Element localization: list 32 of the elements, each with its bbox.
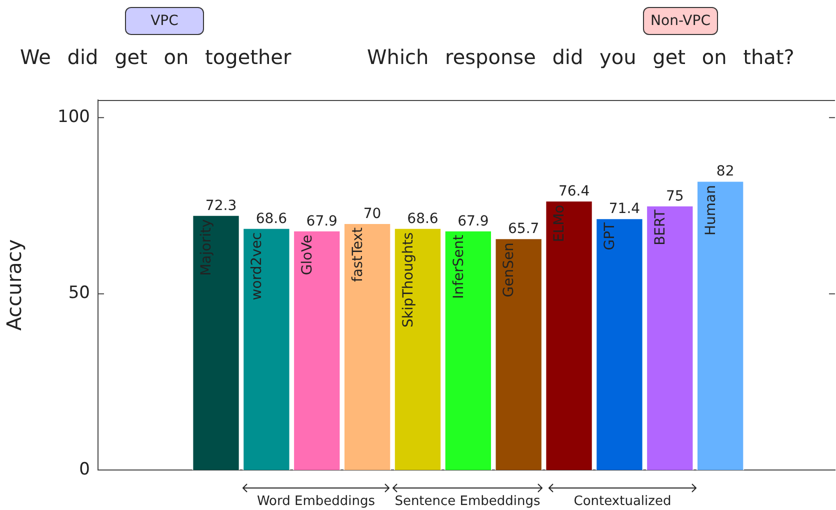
x-tick-label: ELMo xyxy=(552,204,568,242)
text: Sentence Embeddings xyxy=(394,494,542,509)
text: Non-VPC xyxy=(643,7,718,35)
text: Word Embeddings xyxy=(256,494,376,509)
data-label: 67.9 xyxy=(458,213,489,230)
text: We did get on together xyxy=(20,45,292,69)
data-label: 68.6 xyxy=(407,210,438,227)
data-label: 72.3 xyxy=(205,198,237,214)
x-tick-label: GenSen xyxy=(501,242,518,298)
data-label: 71.4 xyxy=(608,201,640,218)
text: VPC xyxy=(125,7,204,35)
text: Contextualized xyxy=(572,494,672,509)
x-tick-label: GloVe xyxy=(300,234,316,276)
data-label: 67.9 xyxy=(306,213,338,230)
text: Which response did you get on that? xyxy=(367,45,794,69)
x-tick-label: SkipThoughts xyxy=(400,232,416,328)
x-tick-label: Human xyxy=(702,185,719,236)
x-tick-label: GPT xyxy=(602,222,618,250)
x-tick-label: InferSent xyxy=(450,234,467,299)
x-tick-label: BERT xyxy=(652,209,669,246)
y-tick-label: 100 xyxy=(58,107,90,128)
data-label: 75 xyxy=(666,188,684,204)
data-label: 82 xyxy=(716,164,734,180)
y-tick-label: 0 xyxy=(79,459,90,480)
y-tick-label: 50 xyxy=(68,283,90,304)
data-label: 68.6 xyxy=(256,210,288,227)
data-label: 76.4 xyxy=(558,183,590,200)
x-tick-label: fastText xyxy=(350,226,366,282)
data-label: 65.7 xyxy=(508,221,540,238)
x-tick-label: word2vec xyxy=(249,232,266,300)
data-label: 70 xyxy=(363,206,382,222)
y-axis-title: Accuracy xyxy=(2,239,26,331)
